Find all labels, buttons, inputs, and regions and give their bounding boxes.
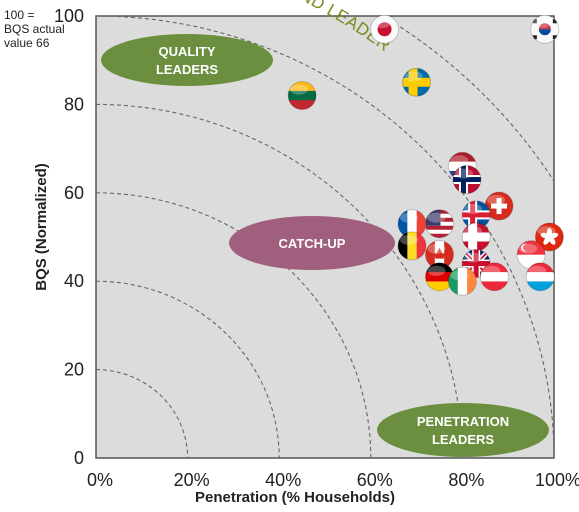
y-tick-label: 60 bbox=[64, 183, 84, 203]
zone-label-2-0: PENETRATION bbox=[417, 414, 509, 429]
y-axis-title: BQS (Normalized) bbox=[33, 163, 50, 291]
iso-curve-4 bbox=[96, 16, 554, 458]
zone-label-1-0: CATCH-UP bbox=[279, 236, 346, 251]
x-tick-label: 0% bbox=[87, 470, 113, 490]
x-axis-title: Penetration (% Households) bbox=[195, 489, 395, 506]
flag-france-point bbox=[397, 209, 427, 239]
zone-label-2-1: LEADERS bbox=[432, 432, 494, 447]
y-axis-ticks: 0 20 40 60 80 100 bbox=[54, 6, 84, 468]
flag-south-korea-point bbox=[530, 14, 560, 44]
flag-iceland-point bbox=[461, 200, 491, 230]
flag-japan-point bbox=[370, 14, 400, 44]
flag-austria-point bbox=[479, 262, 509, 292]
flag-lithuania-point bbox=[287, 81, 317, 111]
zone-label-0-0: QUALITY bbox=[158, 44, 215, 59]
x-tick-label: 80% bbox=[448, 470, 484, 490]
flag-singapore-point bbox=[516, 240, 546, 270]
flag-ireland-point bbox=[447, 266, 477, 296]
iso-curves bbox=[96, 16, 554, 458]
iso-curve-0 bbox=[96, 369, 189, 458]
x-tick-label: 20% bbox=[174, 470, 210, 490]
country-flag-points bbox=[287, 14, 564, 296]
x-axis-ticks: 0% 20% 40% 60% 80% 100% bbox=[87, 470, 579, 490]
y-tick-label: 40 bbox=[64, 271, 84, 291]
zone-ellipse-1 bbox=[229, 216, 395, 270]
x-tick-label: 40% bbox=[265, 470, 301, 490]
flag-denmark-point bbox=[461, 222, 491, 252]
flag-canada-point bbox=[425, 240, 454, 270]
zone-ellipses: QUALITY LEADERS CATCH-UP PENETRATION LEADERS bbox=[101, 34, 549, 457]
iso-curve-3 bbox=[96, 103, 463, 458]
flag-germany-point bbox=[425, 262, 454, 292]
zone-ellipse-0 bbox=[101, 34, 273, 86]
flag-usa-point bbox=[425, 209, 454, 239]
flag-norway-point bbox=[452, 165, 482, 195]
flag-belgium-point bbox=[397, 231, 427, 261]
y-tick-label: 100 bbox=[54, 6, 84, 26]
zone-ellipse-2 bbox=[377, 403, 549, 457]
x-tick-label: 60% bbox=[357, 470, 393, 490]
y-tick-label: 20 bbox=[64, 360, 84, 380]
scale-note: 100 = BQS actual value 66 bbox=[4, 8, 65, 50]
y-tick-label: 0 bbox=[74, 448, 84, 468]
iso-curve-5 bbox=[381, 16, 554, 183]
iso-curve-1 bbox=[96, 280, 280, 458]
zone-label-0-1: LEADERS bbox=[156, 62, 218, 77]
flag-luxembourg-point bbox=[525, 262, 555, 292]
y-tick-label: 80 bbox=[64, 94, 84, 114]
x-tick-label: 100% bbox=[535, 470, 579, 490]
flag-sweden-point bbox=[402, 67, 432, 97]
